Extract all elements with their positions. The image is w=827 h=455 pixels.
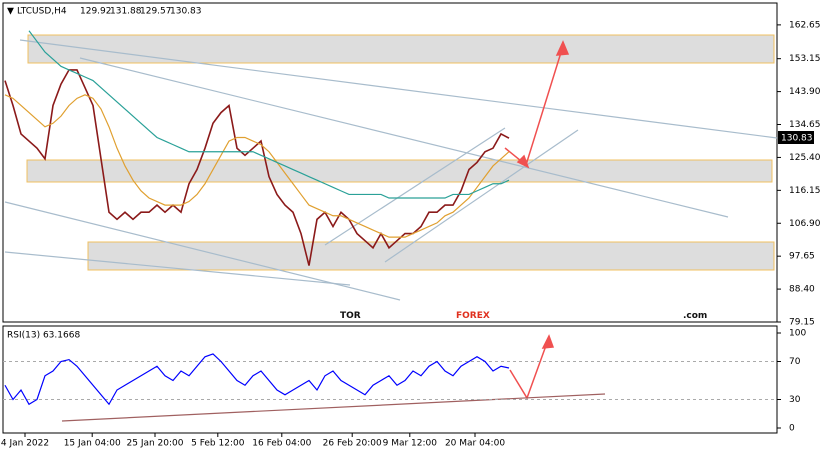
x-tick-label: 16 Feb 04:00	[252, 439, 311, 449]
watermark-forex: FOREX	[456, 311, 490, 321]
x-tick-label: 9 Mar 12:00	[383, 439, 438, 449]
symbol: LTCUSD,H4	[17, 7, 67, 17]
support-zone	[26, 159, 773, 183]
trend-line	[384, 129, 579, 263]
y-tick-label: 79.15	[789, 318, 815, 328]
trend-line	[19, 39, 778, 139]
x-tick-label: 25 Jan 20:00	[127, 439, 184, 449]
support-zone	[87, 241, 775, 271]
resistance-zone	[27, 34, 775, 64]
rsi-panel	[2, 325, 778, 434]
watermark-tor: TOR	[340, 311, 361, 321]
y-tick-label: 106.90	[789, 219, 821, 229]
trend-line	[4, 251, 351, 286]
y-tick-label: 0	[789, 424, 795, 434]
marks: 162.65 153.15 143.90 134.65 125.40 116.15 106.…	[1, 20, 821, 448]
arrow-head	[541, 334, 555, 349]
ohlc-high: 131.88	[110, 7, 142, 17]
series-line	[4, 353, 510, 406]
rsi-title: RSI(13) 63.1668	[7, 331, 80, 341]
rsi-trend-line	[61, 393, 606, 422]
y-tick-label: 134.65	[789, 120, 821, 130]
arrow-head	[555, 40, 570, 56]
ohlc-low: 129.57	[140, 7, 172, 17]
y-tick-label: 153.15	[789, 54, 821, 64]
x-tick-label: 15 Jan 04:00	[64, 439, 121, 449]
series-line	[4, 94, 510, 238]
price-tag	[778, 131, 814, 144]
x-tick-label: 5 Feb 12:00	[191, 439, 245, 449]
y-tick-label: 97.65	[789, 252, 815, 262]
y-tick-label: 88.40	[789, 285, 815, 295]
header-arrow: ▼	[7, 7, 14, 17]
trend-line	[324, 127, 506, 246]
y-tick-label: 30	[789, 395, 801, 405]
y-tick-label: 143.90	[789, 87, 821, 97]
trend-line	[79, 57, 729, 218]
x-tick-label: 4 Jan 2022	[1, 439, 49, 449]
ohlc-close: 130.83	[170, 7, 202, 17]
price-tag-label: 130.83	[781, 134, 813, 144]
x-tick-label: 20 Mar 04:00	[445, 439, 505, 449]
y-tick-label: 162.65	[789, 20, 821, 30]
series-line	[28, 30, 510, 199]
watermark-com: .com	[683, 311, 707, 321]
y-tick-label: 125.40	[789, 153, 821, 163]
y-tick-label: 100	[789, 329, 806, 339]
ohlc-open: 129.92	[80, 7, 112, 17]
y-tick-label: 70	[789, 357, 801, 367]
y-tick-label: 116.15	[789, 186, 821, 196]
trend-lines	[4, 39, 778, 301]
x-tick-label: 26 Feb 20:00	[323, 439, 382, 449]
arrow-head	[516, 154, 530, 169]
